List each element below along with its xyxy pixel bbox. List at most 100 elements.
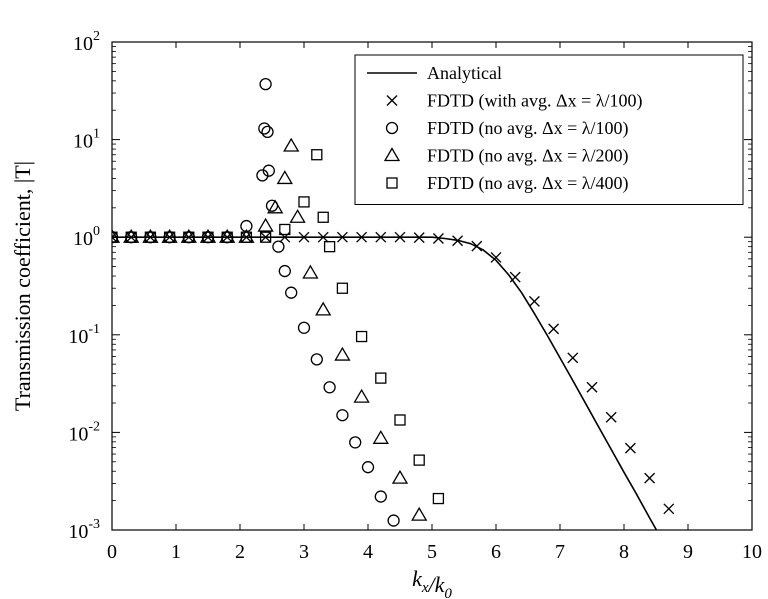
data-point-square xyxy=(355,330,368,343)
legend-item: FDTD (no avg. Δx = λ/400) xyxy=(386,173,628,194)
series-0 xyxy=(112,236,658,530)
data-point-square xyxy=(394,414,406,426)
x-tick-label: 7 xyxy=(555,541,565,563)
legend-label: FDTD (no avg. Δx = λ/100) xyxy=(427,118,628,139)
x-tick-label: 0 xyxy=(107,541,117,563)
x-tick-label: 6 xyxy=(491,541,501,563)
analytical-line xyxy=(112,236,658,530)
series-4 xyxy=(112,149,445,505)
x-tick-label: 10 xyxy=(742,541,762,563)
data-point-square xyxy=(144,231,157,243)
data-point-x xyxy=(452,235,464,247)
legend: Analytical FDTD (with avg. Δx = λ/100) FDT… xyxy=(354,54,744,205)
x-tick-label: 5 xyxy=(427,541,437,563)
data-point-circle xyxy=(259,77,272,91)
data-point-x xyxy=(644,472,656,484)
data-point-triangle xyxy=(257,217,274,232)
data-point-x xyxy=(164,231,176,243)
legend-marker-square xyxy=(386,177,398,189)
data-point-circle xyxy=(272,240,285,253)
data-point-triangle xyxy=(372,430,389,444)
data-point-triangle xyxy=(267,199,284,214)
data-point-square xyxy=(125,231,137,243)
data-point-square xyxy=(323,241,336,253)
data-point-triangle xyxy=(302,264,319,279)
data-point-circle xyxy=(278,264,291,278)
data-point-x xyxy=(471,240,483,252)
legend-item: FDTD (no avg. Δx = λ/100) xyxy=(385,118,628,139)
data-point-circle xyxy=(374,490,387,503)
data-point-x xyxy=(528,295,540,307)
data-point-x xyxy=(125,231,137,243)
data-point-x xyxy=(567,352,579,364)
legend-label: FDTD (no avg. Δx = λ/200) xyxy=(427,146,628,167)
data-point-square xyxy=(259,231,272,243)
data-point-square xyxy=(298,196,310,208)
legend-item: Analytical xyxy=(367,63,502,83)
data-point-triangle xyxy=(391,469,409,484)
data-point-circle xyxy=(336,409,349,422)
data-point-square xyxy=(163,231,176,243)
x-tick-label: 3 xyxy=(299,541,309,563)
data-point-x xyxy=(509,271,521,283)
data-point-x xyxy=(624,442,636,454)
data-point-x xyxy=(375,231,387,243)
data-point-triangle xyxy=(315,301,332,316)
data-point-circle xyxy=(310,353,323,366)
data-point-square xyxy=(432,492,445,505)
data-point-x xyxy=(183,231,195,243)
data-point-x xyxy=(356,231,368,243)
data-point-circle xyxy=(297,321,311,334)
data-point-square xyxy=(221,231,233,243)
x-axis-title: kx/k0 xyxy=(412,566,452,599)
data-point-x xyxy=(260,231,272,243)
y-tick-label: 100 xyxy=(73,224,100,250)
data-point-square xyxy=(279,223,291,236)
data-point-square xyxy=(202,231,214,243)
data-point-square xyxy=(311,149,323,161)
data-point-square xyxy=(413,454,425,466)
legend-marker-triangle xyxy=(383,147,401,162)
data-point-x xyxy=(490,252,502,263)
data-point-x xyxy=(240,231,252,243)
data-point-x xyxy=(144,231,156,243)
data-point-square xyxy=(336,282,349,294)
data-point-triangle xyxy=(276,170,293,185)
data-point-square xyxy=(375,372,387,384)
data-point-circle xyxy=(261,125,274,139)
x-tick-label: 2 xyxy=(235,541,245,563)
y-axis-title: Transmission coefficient, |T| xyxy=(10,161,35,411)
y-tick-label: 10-2 xyxy=(68,419,100,445)
data-point-circle xyxy=(349,436,362,449)
data-series xyxy=(112,77,675,530)
data-point-circle xyxy=(361,461,375,474)
data-point-x xyxy=(202,231,214,243)
axis-ticks: 0 1 2 3 4 5 6 7 8 9 10 10-3 10-2 10-1 100 101 102 xyxy=(68,29,762,563)
legend-label: FDTD (no avg. Δx = λ/400) xyxy=(427,173,628,194)
data-point-square xyxy=(317,211,329,223)
data-point-x xyxy=(221,231,233,243)
data-point-triangle xyxy=(289,208,306,223)
y-tick-label: 102 xyxy=(73,29,100,55)
data-point-x xyxy=(298,231,310,243)
data-point-triangle xyxy=(112,228,121,243)
data-point-circle xyxy=(262,164,275,177)
data-point-triangle xyxy=(411,506,428,521)
x-tick-label: 4 xyxy=(363,541,373,563)
data-point-x xyxy=(548,323,560,335)
legend-label: FDTD (with avg. Δx = λ/100) xyxy=(427,91,642,112)
data-point-square xyxy=(112,231,118,243)
data-point-circle xyxy=(256,169,269,182)
x-tick-label: 9 xyxy=(683,541,693,563)
data-point-x xyxy=(413,232,425,244)
legend-box xyxy=(354,54,744,205)
y-tick-label: 10-3 xyxy=(68,517,100,543)
data-point-x xyxy=(605,411,617,423)
data-point-x xyxy=(586,381,598,393)
data-point-square xyxy=(183,231,195,243)
data-point-x xyxy=(394,231,406,243)
data-point-triangle xyxy=(283,137,300,152)
x-tick-label: 1 xyxy=(171,541,181,563)
data-point-x xyxy=(663,503,675,515)
